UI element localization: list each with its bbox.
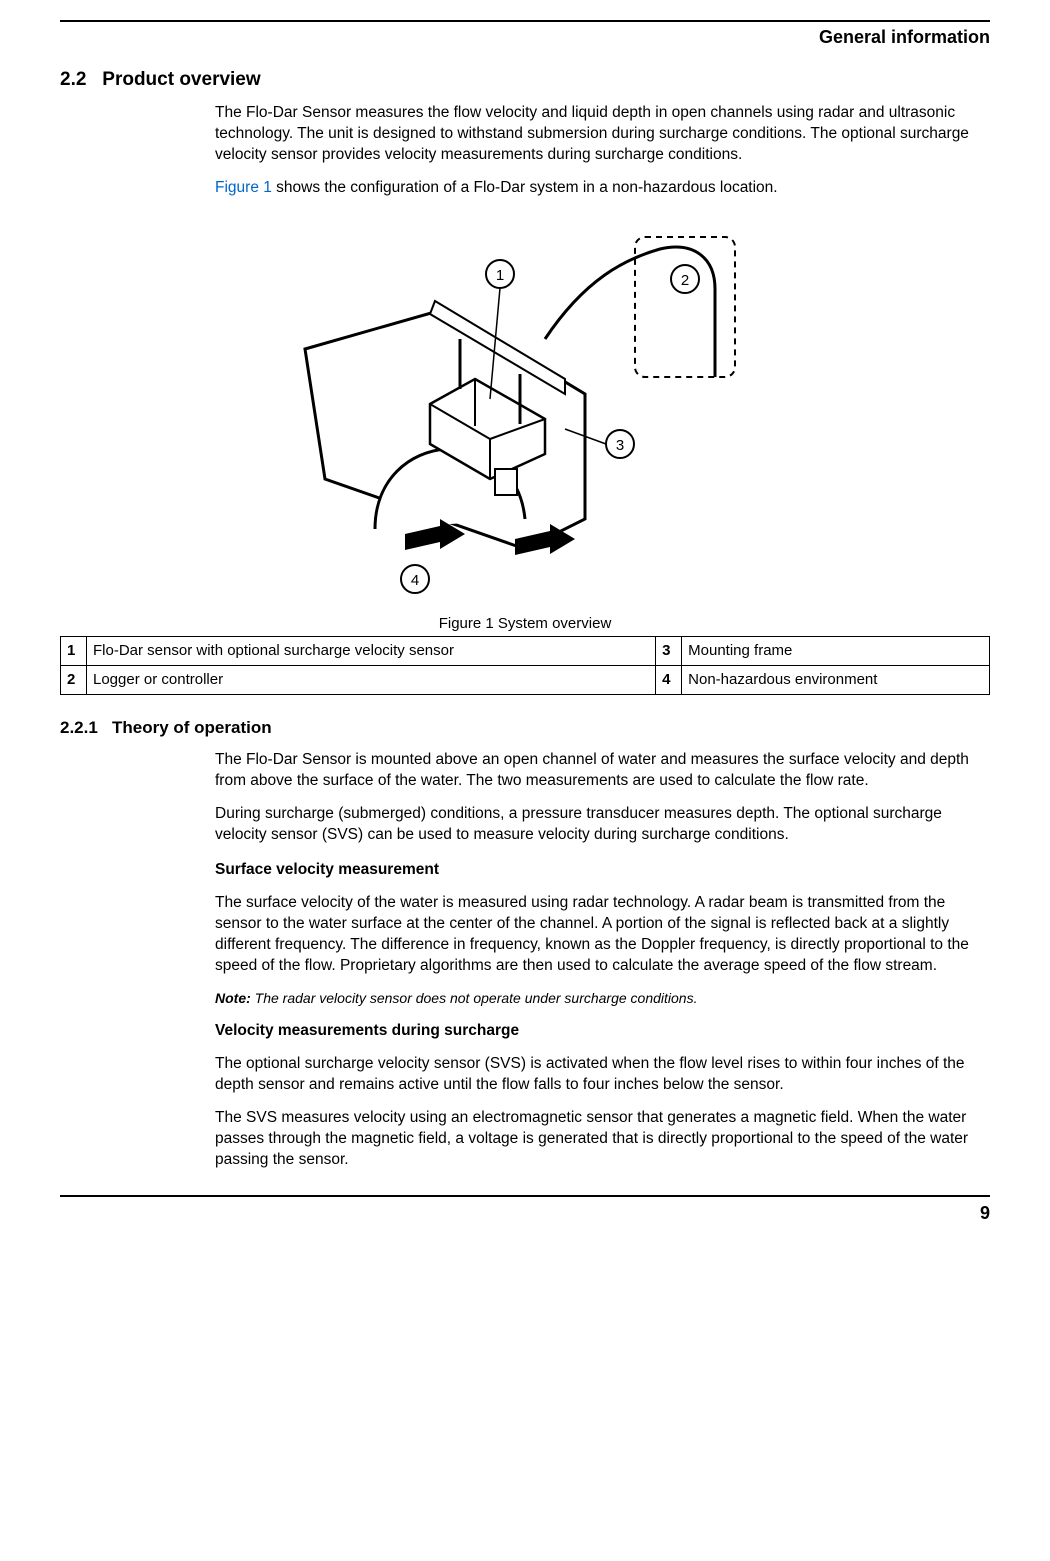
legend-num: 4 [656, 666, 682, 695]
para-surcharge-1: The optional surcharge velocity sensor (… [215, 1054, 990, 1096]
callout-4-text: 4 [411, 572, 419, 589]
table-row: 2 Logger or controller 4 Non-hazardous e… [61, 666, 990, 695]
note-surface: Note: The radar velocity sensor does not… [215, 989, 990, 1008]
legend-num: 2 [61, 666, 87, 695]
note-label: Note: [215, 990, 251, 1006]
para-theory-1: The Flo-Dar Sensor is mounted above an o… [215, 750, 990, 792]
legend-num: 1 [61, 636, 87, 665]
para-surface: The surface velocity of the water is mea… [215, 893, 990, 977]
note-text: The radar velocity sensor does not opera… [251, 990, 698, 1006]
para-overview-2: Figure 1 shows the configuration of a Fl… [215, 178, 990, 199]
subsection-heading: 2.2.1 Theory of operation [60, 717, 990, 740]
para-overview-2-rest: shows the configuration of a Flo-Dar sys… [272, 179, 778, 196]
subsection-body: The Flo-Dar Sensor is mounted above an o… [215, 750, 990, 1171]
figure-caption: Figure 1 System overview [60, 614, 990, 634]
legend-num: 3 [656, 636, 682, 665]
header-text: General information [819, 27, 990, 47]
section-number: 2.2 [60, 69, 86, 90]
callout-2-text: 2 [681, 272, 689, 289]
section-title: Product overview [102, 69, 260, 90]
figure-ref-link[interactable]: Figure 1 [215, 179, 272, 196]
section-heading: 2.2 Product overview [60, 67, 990, 93]
page-number: 9 [980, 1203, 990, 1223]
section-body: The Flo-Dar Sensor measures the flow vel… [215, 103, 990, 199]
figure-legend-table: 1 Flo-Dar sensor with optional surcharge… [60, 636, 990, 696]
legend-text: Mounting frame [682, 636, 990, 665]
subsection-title: Theory of operation [112, 718, 272, 737]
page-footer: 9 [60, 1195, 990, 1225]
running-header: General information [60, 20, 990, 49]
subsection-number: 2.2.1 [60, 718, 98, 737]
callout-1-text: 1 [496, 267, 504, 284]
legend-text: Flo-Dar sensor with optional surcharge v… [87, 636, 656, 665]
table-row: 1 Flo-Dar sensor with optional surcharge… [61, 636, 990, 665]
para-surcharge-2: The SVS measures velocity using an elect… [215, 1108, 990, 1171]
legend-text: Logger or controller [87, 666, 656, 695]
system-overview-illustration: 1 2 3 4 [265, 219, 785, 599]
legend-text: Non-hazardous environment [682, 666, 990, 695]
para-overview-1: The Flo-Dar Sensor measures the flow vel… [215, 103, 990, 166]
inline-heading-surface: Surface velocity measurement [215, 860, 990, 881]
figure-1: 1 2 3 4 [60, 219, 990, 606]
para-theory-2: During surcharge (submerged) conditions,… [215, 804, 990, 846]
callout-3-text: 3 [616, 437, 624, 454]
inline-heading-surcharge: Velocity measurements during surcharge [215, 1021, 990, 1042]
